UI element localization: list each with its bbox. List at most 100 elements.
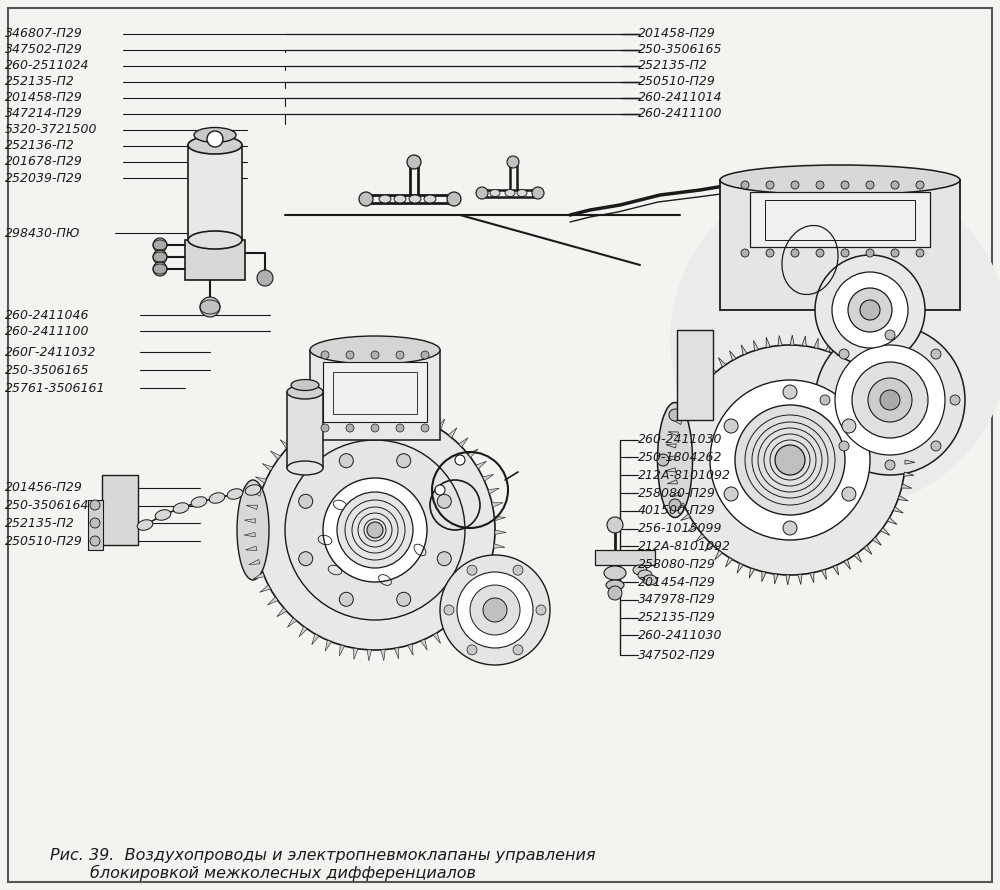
Polygon shape — [280, 440, 290, 449]
Circle shape — [724, 487, 738, 501]
Ellipse shape — [287, 385, 323, 399]
Text: 201456-П29: 201456-П29 — [5, 481, 83, 494]
Circle shape — [367, 522, 383, 538]
Polygon shape — [814, 338, 818, 349]
Polygon shape — [718, 358, 726, 367]
Polygon shape — [665, 456, 675, 460]
Circle shape — [153, 238, 167, 252]
Circle shape — [90, 536, 100, 546]
Ellipse shape — [209, 493, 225, 503]
Polygon shape — [287, 618, 296, 627]
Text: 347214-П29: 347214-П29 — [5, 108, 83, 120]
Polygon shape — [778, 336, 782, 345]
Polygon shape — [412, 406, 418, 417]
Text: 260-2411030: 260-2411030 — [638, 629, 722, 642]
Circle shape — [359, 192, 373, 206]
Circle shape — [866, 249, 874, 257]
Circle shape — [435, 485, 445, 495]
Circle shape — [839, 441, 849, 451]
Polygon shape — [433, 633, 441, 643]
Bar — [720, 180, 960, 310]
Circle shape — [397, 592, 411, 606]
Bar — [677, 330, 713, 420]
Polygon shape — [666, 444, 676, 448]
Circle shape — [916, 181, 924, 189]
Circle shape — [467, 645, 477, 655]
Circle shape — [885, 460, 895, 470]
Circle shape — [285, 440, 465, 620]
Ellipse shape — [173, 503, 189, 514]
Circle shape — [766, 181, 774, 189]
Circle shape — [153, 262, 167, 276]
Polygon shape — [330, 407, 336, 418]
Ellipse shape — [638, 570, 652, 580]
Polygon shape — [325, 640, 331, 651]
Polygon shape — [875, 378, 884, 386]
Circle shape — [950, 395, 960, 405]
Text: 347978-П29: 347978-П29 — [638, 594, 716, 606]
Circle shape — [407, 155, 421, 169]
Circle shape — [724, 419, 738, 433]
Polygon shape — [774, 574, 778, 584]
Bar — [323, 362, 427, 422]
Polygon shape — [494, 516, 505, 521]
Circle shape — [791, 249, 799, 257]
Polygon shape — [491, 557, 502, 562]
Ellipse shape — [505, 190, 515, 197]
Circle shape — [891, 181, 899, 189]
Circle shape — [513, 565, 523, 575]
Text: 201454-П29: 201454-П29 — [638, 576, 716, 588]
Polygon shape — [867, 368, 875, 377]
Polygon shape — [448, 428, 457, 438]
Text: 260-2511024: 260-2511024 — [5, 60, 90, 72]
Ellipse shape — [424, 195, 436, 203]
Polygon shape — [890, 400, 899, 406]
Polygon shape — [494, 544, 505, 548]
Circle shape — [421, 424, 429, 432]
Ellipse shape — [658, 402, 692, 517]
Polygon shape — [690, 384, 700, 392]
Polygon shape — [394, 648, 399, 659]
Polygon shape — [688, 524, 697, 531]
Text: 256-1015099: 256-1015099 — [638, 522, 722, 535]
Ellipse shape — [227, 489, 243, 499]
Polygon shape — [737, 563, 743, 573]
Text: 258080-П29: 258080-П29 — [638, 558, 716, 570]
Text: 201678-П29: 201678-П29 — [5, 156, 83, 168]
Text: 250-3506165: 250-3506165 — [5, 364, 90, 376]
Text: 252039-П29: 252039-П29 — [5, 172, 83, 184]
Polygon shape — [858, 360, 865, 369]
Text: 212А-8101092: 212А-8101092 — [638, 540, 731, 553]
Polygon shape — [291, 429, 300, 440]
Circle shape — [299, 552, 313, 566]
Polygon shape — [726, 557, 732, 567]
Circle shape — [457, 572, 533, 648]
Bar — [333, 372, 417, 414]
Circle shape — [835, 345, 945, 455]
Polygon shape — [715, 551, 722, 560]
Circle shape — [396, 351, 404, 359]
Circle shape — [670, 170, 1000, 510]
Circle shape — [766, 249, 774, 257]
Text: Рис. 39.  Воздухопроводы и электропневмоклапаны управления: Рис. 39. Воздухопроводы и электропневмок… — [50, 847, 596, 862]
Circle shape — [880, 390, 900, 410]
Polygon shape — [486, 570, 498, 577]
Polygon shape — [421, 639, 427, 651]
Polygon shape — [699, 375, 707, 383]
Circle shape — [447, 192, 461, 206]
Circle shape — [437, 494, 451, 508]
Bar — [185, 240, 245, 280]
Text: 252136-П2: 252136-П2 — [5, 140, 75, 152]
Circle shape — [397, 454, 411, 468]
Polygon shape — [741, 345, 747, 355]
Text: 250-1804262: 250-1804262 — [638, 451, 722, 464]
Bar — [750, 192, 930, 247]
Polygon shape — [854, 553, 862, 562]
Polygon shape — [873, 537, 881, 546]
Ellipse shape — [633, 565, 647, 575]
Polygon shape — [665, 468, 676, 472]
Text: 260-2411100: 260-2411100 — [5, 325, 90, 337]
Ellipse shape — [188, 136, 242, 154]
Polygon shape — [895, 411, 905, 417]
Bar — [765, 200, 915, 240]
